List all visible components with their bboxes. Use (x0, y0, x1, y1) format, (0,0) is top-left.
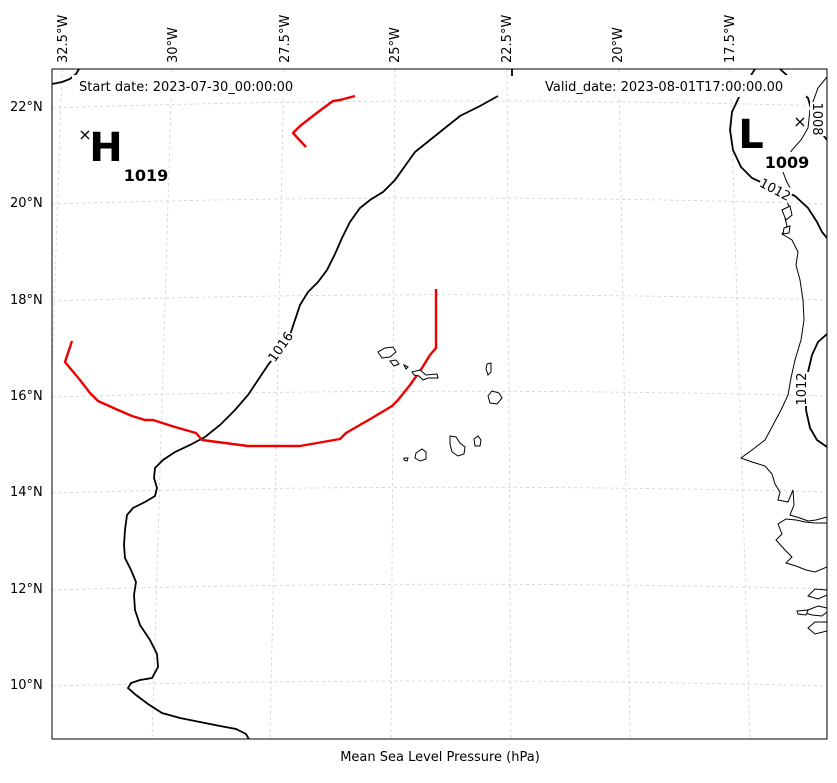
low-letter: L (738, 112, 764, 158)
high-letter: H (89, 125, 122, 171)
lon-label: 30°W (166, 27, 181, 63)
valid-date-label: Valid_date: 2023-08-01T17:00:00.00 (545, 80, 783, 95)
svg-text:1012: 1012 (795, 372, 810, 405)
start-date-label: Start date: 2023-07-30_00:00:00 (79, 80, 293, 95)
lon-label: 22.5°W (500, 15, 515, 63)
lat-label: 14°N (10, 485, 43, 500)
graticule (52, 69, 827, 739)
front-north (291, 94, 356, 148)
low-pressure-center: L 1009 × (736, 112, 812, 172)
lat-label: 16°N (10, 389, 43, 404)
footer-label: Mean Sea Level Pressure (hPa) (340, 750, 540, 765)
front-main (63, 289, 438, 448)
lat-label: 12°N (10, 582, 43, 597)
high-pressure-center: × H 1019 (78, 125, 168, 185)
lat-label: 10°N (10, 678, 43, 693)
africa-coastline-south (775, 518, 827, 635)
longitude-labels: 32.5°W 30°W 27.5°W 25°W 22.5°W 20°W 17.5… (56, 15, 738, 63)
isobar-1012-north (729, 69, 827, 239)
lat-label: 18°N (10, 293, 43, 308)
cape-verde-islands (377, 346, 503, 462)
contour-label-1012-south: 1012 (793, 372, 810, 406)
map-area: 1016 1012 1012 1008 × H 1019 L 1009 × (52, 69, 827, 739)
latitude-labels: 22°N 20°N 18°N 16°N 14°N 12°N 10°N (10, 100, 43, 693)
low-pressure-value: 1009 (765, 153, 810, 172)
coastal-islets (781, 205, 809, 616)
lon-label: 17.5°W (723, 15, 738, 63)
lon-label: 20°W (611, 27, 626, 63)
isobar-1016 (123, 95, 499, 739)
africa-coastline (739, 76, 827, 522)
low-center-marker: × (793, 112, 806, 131)
high-pressure-value: 1019 (124, 166, 169, 185)
isobar-edge-topleft (52, 69, 80, 85)
lon-label: 25°W (388, 27, 403, 63)
high-center-marker: × (78, 125, 91, 144)
map-frame (51, 68, 828, 740)
contour-label-1008: 1008 (809, 102, 826, 136)
lat-label: 22°N (10, 100, 43, 115)
lon-label: 32.5°W (56, 15, 71, 63)
svg-text:1008: 1008 (809, 102, 824, 135)
lat-label: 20°N (10, 196, 43, 211)
lon-label: 27.5°W (278, 15, 293, 63)
